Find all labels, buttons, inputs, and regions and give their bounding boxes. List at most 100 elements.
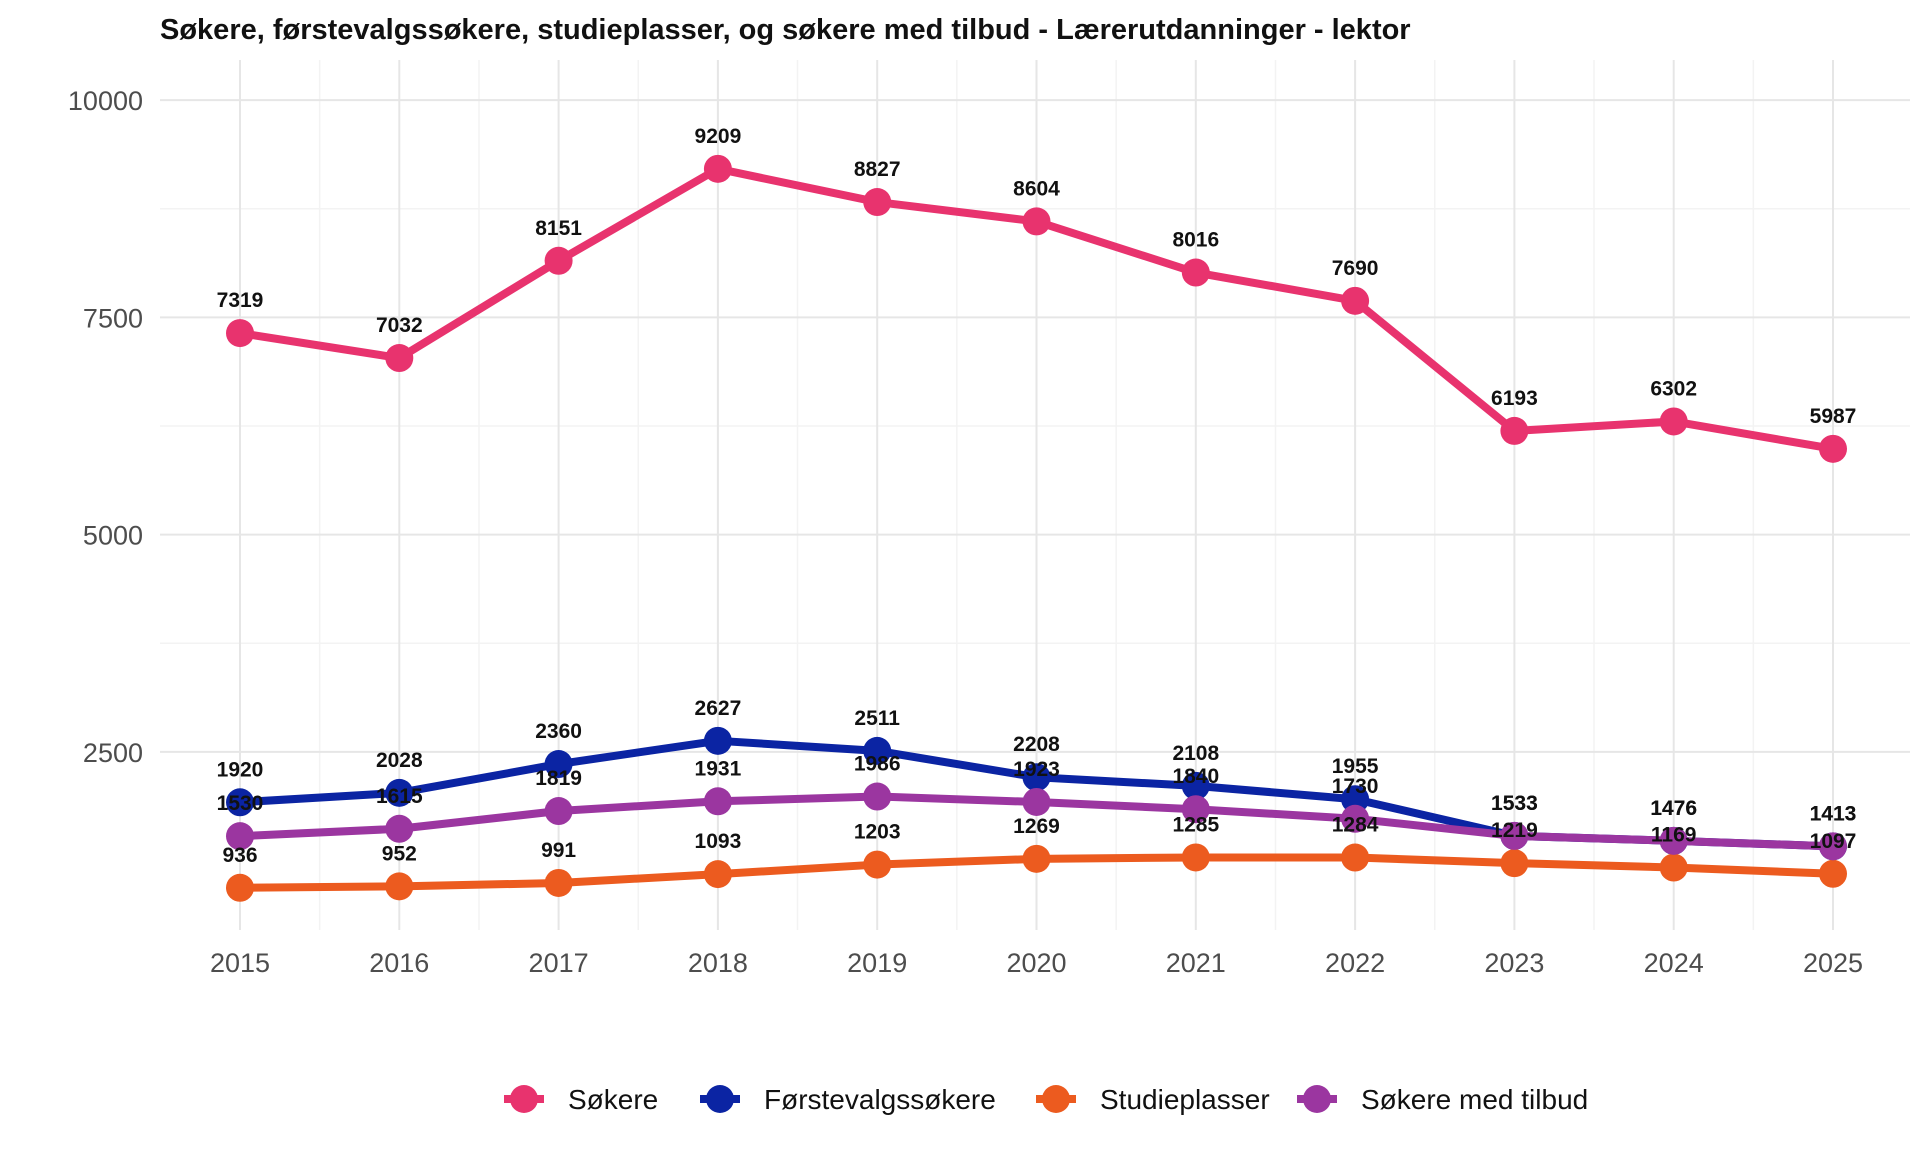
data-point <box>1819 832 1847 861</box>
data-point <box>1022 787 1051 816</box>
data-point <box>385 344 414 373</box>
data-point <box>863 850 892 879</box>
data-point <box>703 860 732 889</box>
y-axis: 2500 5000 7500 10000 <box>68 86 143 768</box>
legend-marker <box>510 1085 538 1113</box>
data-label: 1169 <box>1651 824 1697 847</box>
legend-item: Søkere med tilbud <box>1297 1084 1588 1115</box>
series-group <box>226 154 1847 902</box>
x-tick-label: 2016 <box>369 948 429 978</box>
y-tick-label: 2500 <box>83 738 143 768</box>
data-label: 7690 <box>1332 257 1379 280</box>
legend-label: Førstevalgssøkere <box>764 1084 996 1115</box>
legend-item: Studieplasser <box>1036 1084 1270 1115</box>
data-label: 8827 <box>854 158 901 181</box>
x-tick-label: 2019 <box>847 948 907 978</box>
data-label: 1219 <box>1491 819 1538 842</box>
data-point <box>703 726 732 755</box>
data-point <box>863 188 892 217</box>
series-1 <box>226 154 1847 463</box>
x-tick-label: 2023 <box>1484 948 1544 978</box>
data-point <box>226 788 254 817</box>
data-point <box>1341 286 1370 315</box>
data-label: 1533 <box>1491 792 1538 815</box>
grid <box>160 60 1910 930</box>
data-point <box>1022 844 1051 873</box>
data-label: 1476 <box>1650 797 1697 820</box>
data-label: 1840 <box>1172 765 1219 788</box>
data-label: 2108 <box>1172 742 1219 765</box>
data-label: 1413 <box>1810 802 1857 825</box>
data-point <box>544 868 573 897</box>
x-tick-label: 2017 <box>529 948 589 978</box>
data-label: 7032 <box>376 314 423 337</box>
legend-item: Søkere <box>504 1084 658 1115</box>
data-point <box>1341 804 1370 833</box>
data-label: 1530 <box>217 792 264 815</box>
data-point <box>1181 771 1210 800</box>
data-point <box>544 246 573 275</box>
y-tick-label: 7500 <box>83 303 143 333</box>
data-label: 1093 <box>695 830 742 853</box>
legend-item: Førstevalgssøkere <box>700 1084 996 1115</box>
data-point <box>1659 826 1688 855</box>
data-point <box>544 750 573 779</box>
data-label: 1097 <box>1810 830 1857 853</box>
data-label: 8604 <box>1013 177 1060 200</box>
data-label: 1986 <box>854 753 901 776</box>
data-label: 2028 <box>376 749 423 772</box>
data-label: 8151 <box>535 217 582 240</box>
data-point <box>1659 407 1688 436</box>
legend-marker <box>1303 1085 1331 1113</box>
data-label: 7319 <box>217 289 264 312</box>
x-tick-label: 2024 <box>1644 948 1704 978</box>
data-label: 5987 <box>1810 405 1857 428</box>
x-tick-label: 2015 <box>210 948 270 978</box>
data-label: 1931 <box>695 757 742 780</box>
data-label: 6302 <box>1650 377 1697 400</box>
data-point <box>1341 843 1370 872</box>
data-point <box>1022 207 1051 236</box>
data-labels: 7319 7032 8151 9209 8827 8604 8016 7690 6193 6302… <box>217 125 1857 867</box>
data-point <box>703 154 732 183</box>
x-tick-label: 2021 <box>1166 948 1226 978</box>
legend-label: Studieplasser <box>1100 1084 1270 1115</box>
data-label: 1413 <box>1810 802 1857 825</box>
data-label: 9209 <box>695 125 742 148</box>
data-label: 1920 <box>217 758 264 781</box>
data-point <box>385 778 414 807</box>
data-point <box>1500 821 1529 850</box>
data-point <box>1181 795 1210 824</box>
data-label: 1819 <box>535 767 582 790</box>
data-label: 6193 <box>1491 387 1538 410</box>
data-label: 2360 <box>535 720 582 743</box>
data-label: 2627 <box>695 697 742 720</box>
y-tick-label: 5000 <box>83 521 143 551</box>
legend: Søkere Førstevalgssøkere Studieplasser Søke… <box>504 1084 1588 1115</box>
data-label: 2511 <box>854 707 900 730</box>
data-point <box>1819 859 1847 888</box>
data-label: 1203 <box>854 821 901 844</box>
legend-marker <box>706 1085 734 1113</box>
data-label: 2208 <box>1013 733 1060 756</box>
data-point <box>863 736 892 765</box>
data-label: 991 <box>541 839 576 862</box>
data-point <box>1181 258 1210 287</box>
data-point <box>703 787 732 816</box>
data-label: 1533 <box>1491 792 1538 815</box>
legend-label: Søkere <box>568 1084 658 1115</box>
y-tick-label: 10000 <box>68 86 143 116</box>
data-point <box>1500 849 1529 878</box>
data-label: 1923 <box>1013 758 1060 781</box>
x-tick-label: 2020 <box>1006 948 1066 978</box>
data-point <box>226 873 254 902</box>
data-point <box>1181 843 1210 872</box>
data-label: 8016 <box>1172 229 1219 252</box>
x-tick-label: 2018 <box>688 948 748 978</box>
data-label: 1284 <box>1332 814 1379 837</box>
data-point <box>544 797 573 826</box>
x-tick-label: 2025 <box>1803 948 1863 978</box>
data-point <box>226 319 254 348</box>
data-point <box>863 782 892 811</box>
